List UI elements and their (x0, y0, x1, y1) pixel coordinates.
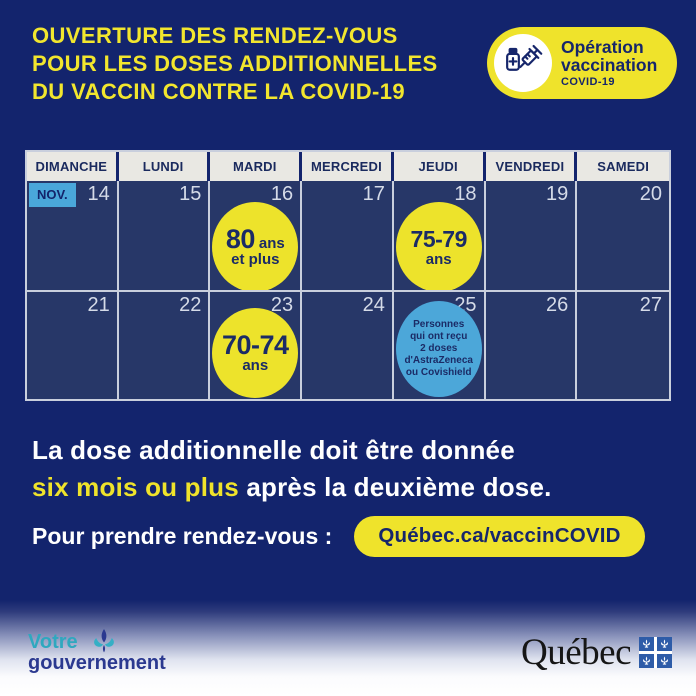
badge-covid-label: COVID-19 (561, 76, 615, 88)
calendar-day-cell: 21 (27, 290, 119, 399)
day-header-mardi: MARDI (210, 152, 303, 181)
title-line-2: POUR LES DOSES ADDITIONNELLES (32, 51, 438, 76)
date-number: 24 (362, 294, 385, 316)
event-line2: et plus (231, 251, 280, 268)
event-bubble-75-79: 75-79 ans (395, 202, 482, 292)
event-text-line: 2 doses (420, 343, 458, 354)
votre-gouvernement-logo: Votre gouvernement (28, 629, 166, 674)
calendar-day-cell: 27 (577, 290, 669, 399)
quebec-wordmark: Québec (521, 634, 672, 671)
calendar-header-row: DIMANCHE LUNDI MARDI MERCREDI JEUDI VEND… (27, 152, 669, 181)
event-age: 70-74 (222, 330, 289, 360)
title-line-3: DU VACCIN CONTRE LA COVID-19 (32, 79, 405, 104)
badge-line-1: Opération (561, 37, 644, 57)
message-highlight: six mois ou plus (32, 472, 239, 502)
calendar-day-cell: 18 75-79 ans (393, 181, 486, 292)
date-number: 15 (179, 183, 202, 205)
event-bubble-80-plus: 80 ans et plus (212, 202, 299, 292)
event-unit: ans (258, 235, 285, 252)
date-number: 19 (546, 183, 569, 205)
event-text-line: ou Covishield (405, 367, 472, 378)
dose-message: La dose additionnelle doit être donnée s… (32, 432, 552, 506)
quebec-wordmark-text: Québec (521, 632, 632, 673)
day-header-mercredi: MERCREDI (302, 152, 394, 181)
gov-logo-word1: Votre (28, 631, 78, 653)
calendar-day-cell: 25 Personnes qui ont reçu 2 doses d'Astr… (393, 290, 486, 399)
date-number: 18 (454, 183, 477, 205)
event-text-line: d'AstraZeneca (404, 355, 473, 366)
calendar-day-cell: 22 (118, 290, 211, 399)
date-number: 23 (270, 294, 294, 316)
date-number: 26 (546, 294, 569, 316)
event-age: 75-79 (410, 226, 468, 252)
event-text-line: Personnes (413, 319, 465, 330)
event-text-line: qui ont reçu (410, 331, 468, 342)
badge-line-2: vaccination (561, 55, 658, 75)
badge-icon-circle (494, 34, 552, 92)
date-number: 17 (362, 183, 385, 205)
vaccine-url-button[interactable]: Québec.ca/vaccinCOVID (354, 516, 645, 557)
operation-vaccination-badge: Opération vaccination COVID-19 (487, 27, 677, 99)
footer-band: Votre gouvernement Québec (0, 600, 696, 696)
badge-text: Opération vaccination COVID-19 (561, 38, 657, 88)
date-number: 16 (270, 183, 294, 205)
page-title: OUVERTURE DES RENDEZ-VOUS POUR LES DOSES… (32, 22, 438, 106)
cta-row: Pour prendre rendez-vous : Québec.ca/vac… (32, 516, 645, 557)
calendar-day-cell: 17 (302, 181, 394, 290)
message-line-2-rest: après la deuxième dose. (238, 472, 552, 502)
day-header-vendredi: VENDREDI (486, 152, 578, 181)
month-label-chip: NOV. (29, 183, 76, 207)
calendar-day-cell: 19 (485, 181, 578, 290)
calendar-day-cell: 20 (577, 181, 669, 290)
event-bubble-astrazeneca: Personnes qui ont reçu 2 doses d'AstraZe… (395, 301, 482, 397)
gov-logo-word2: gouvernement (28, 652, 166, 674)
calendar-day-cell: 24 (302, 290, 394, 399)
message-line-1: La dose additionnelle doit être donnée (32, 435, 515, 465)
message-line-2: six mois ou plus après la deuxième dose. (32, 469, 552, 506)
day-header-samedi: SAMEDI (597, 159, 650, 174)
calendar-day-cell: 26 (485, 290, 578, 399)
date-number: 22 (179, 294, 202, 316)
date-number: 21 (87, 294, 110, 316)
event-bubble-70-74: 70-74 ans (212, 308, 299, 398)
day-header-lundi: LUNDI (119, 152, 211, 181)
calendar: DIMANCHE LUNDI MARDI MERCREDI JEUDI VEND… (25, 150, 671, 401)
date-number: 27 (639, 294, 662, 316)
event-unit: ans (425, 251, 452, 268)
title-line-1: OUVERTURE DES RENDEZ-VOUS (32, 23, 398, 48)
calendar-day-cell: 16 80 ans et plus (210, 181, 303, 292)
date-number: 20 (639, 183, 662, 205)
calendar-day-cell: 23 70-74 ans (210, 290, 303, 399)
cta-label: Pour prendre rendez-vous : (32, 523, 333, 549)
day-header-jeudi: JEUDI (394, 152, 486, 181)
syringe-vial-icon (503, 41, 543, 86)
calendar-body: NOV. 14 15 16 80 ans et plus 17 (27, 181, 669, 399)
date-number: 14 (87, 183, 110, 205)
day-header-dimanche: DIMANCHE (27, 152, 119, 181)
fleur-de-lis-icon (92, 629, 116, 663)
quebec-flag-icon (639, 637, 672, 668)
calendar-day-cell: NOV. 14 (27, 181, 119, 290)
event-age: 80 (225, 224, 256, 254)
event-unit: ans (242, 357, 269, 374)
calendar-day-cell: 15 (118, 181, 211, 290)
